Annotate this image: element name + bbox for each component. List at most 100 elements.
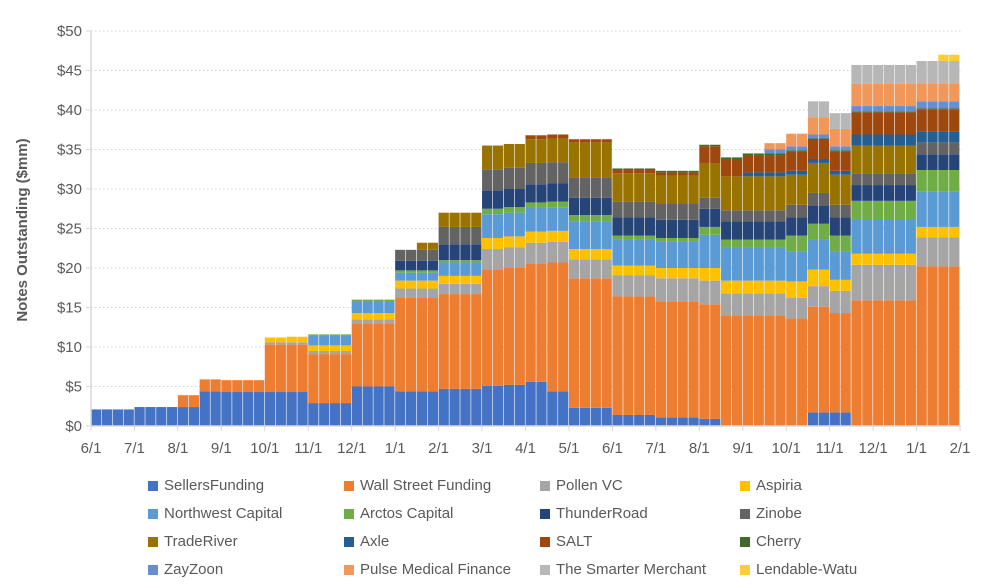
bar-segment: [949, 108, 960, 110]
legend-item: Pulse Medical Finance: [344, 561, 511, 578]
bar-segment: [731, 157, 743, 159]
bar-segment: [688, 268, 699, 279]
y-tick-label: $5: [65, 379, 82, 396]
bar-segment: [482, 190, 493, 209]
bar-segment: [938, 108, 949, 110]
bar-segment: [286, 392, 297, 426]
bar-segment: [786, 174, 797, 205]
bar-segment: [851, 219, 862, 254]
bar-segment: [449, 275, 460, 284]
bar-segment: [905, 112, 916, 135]
bar-segment: [807, 269, 819, 287]
bar-segment: [818, 117, 830, 135]
legend-swatch-icon: [148, 508, 158, 519]
bar-segment: [742, 239, 754, 248]
legend-item: ThunderRoad: [540, 505, 648, 522]
bar-segment: [818, 138, 830, 141]
bar-segment: [851, 300, 862, 426]
bar-segment: [862, 219, 873, 254]
y-tick-label: $35: [57, 142, 82, 159]
bar-segment: [775, 247, 786, 281]
bar-segment: [449, 294, 460, 389]
bar-segment: [416, 249, 428, 261]
bar-segment: [471, 388, 482, 426]
legend-item: The Smarter Merchant: [540, 561, 706, 578]
bar-segment: [883, 219, 895, 254]
legend-item: TradeRiver: [148, 533, 238, 550]
bar-segment: [492, 385, 504, 426]
bar-segment: [677, 278, 688, 302]
bar-segment: [938, 170, 949, 192]
bar-segment: [634, 239, 645, 266]
bar-segment: [449, 244, 460, 261]
bar-segment: [601, 407, 612, 426]
bar-segment: [644, 414, 656, 426]
bar-segment: [568, 221, 580, 250]
bar-segment: [710, 208, 721, 227]
bar-segment: [655, 278, 667, 302]
x-tick-label: 5/1: [559, 440, 580, 457]
bar-segment: [666, 301, 677, 418]
bar-segment: [807, 117, 819, 135]
bar-segment: [612, 201, 623, 218]
bar-segment: [590, 249, 601, 260]
bar-segment: [221, 380, 232, 393]
bar-segment: [721, 247, 732, 281]
bar-segment: [601, 221, 612, 250]
bar-segment: [460, 212, 471, 227]
bar-segment: [568, 249, 580, 260]
bar-segment: [525, 162, 536, 185]
bar-segment: [764, 293, 775, 316]
bar-segment: [492, 145, 504, 170]
legend-swatch-icon: [740, 536, 750, 547]
bar-segment: [536, 242, 547, 264]
bar-segment: [623, 414, 634, 426]
bar-segment: [807, 286, 819, 307]
bar-segment: [829, 235, 840, 252]
bar-segment: [503, 236, 515, 248]
bar-segment: [677, 219, 688, 238]
bar-segment: [677, 237, 688, 242]
bar-segment: [547, 207, 558, 231]
bar-segment: [797, 251, 808, 282]
bar-segment: [666, 241, 677, 268]
bar-segment: [482, 269, 493, 386]
bar-segment: [916, 266, 927, 426]
bar-segment: [927, 154, 938, 171]
bar-segment: [775, 149, 786, 154]
bar-segment: [731, 210, 743, 222]
bar-segment: [710, 144, 721, 147]
bar-segment: [699, 418, 710, 426]
bar-segment: [851, 185, 862, 201]
bar-segment: [275, 392, 286, 426]
bar-segment: [145, 407, 156, 426]
bar-segment: [873, 106, 884, 112]
bar-segment: [753, 280, 764, 294]
bar-segment: [862, 185, 873, 201]
bar-segment: [297, 342, 308, 345]
bar-segment: [536, 231, 547, 243]
bar-segment: [655, 241, 667, 268]
bar-segment: [644, 239, 656, 266]
bar-segment: [503, 143, 515, 168]
bar-segment: [829, 113, 840, 129]
bar-segment: [927, 109, 938, 132]
bar-segment: [406, 298, 417, 392]
bar-segment: [905, 111, 916, 113]
bar-segment: [764, 221, 775, 240]
legend-label: Pulse Medical Finance: [360, 561, 511, 578]
bar-segment: [460, 388, 471, 426]
bar-segment: [699, 208, 710, 227]
bar-segment: [558, 162, 569, 184]
bar-segment: [449, 262, 460, 276]
bar-segment: [764, 176, 775, 211]
bar-segment: [938, 154, 949, 171]
bar-segment: [840, 128, 851, 147]
legend-item: SALT: [540, 533, 592, 550]
bar-segment: [699, 146, 710, 164]
bar-segment: [873, 200, 884, 220]
bar-segment: [775, 239, 786, 248]
bar-segment: [775, 280, 786, 294]
bar-segment: [319, 350, 330, 355]
bar-segment: [199, 391, 210, 426]
